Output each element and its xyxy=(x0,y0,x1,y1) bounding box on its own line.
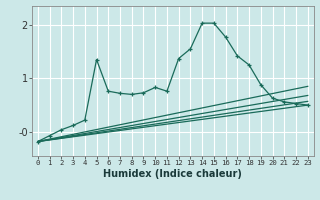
X-axis label: Humidex (Indice chaleur): Humidex (Indice chaleur) xyxy=(103,169,242,179)
